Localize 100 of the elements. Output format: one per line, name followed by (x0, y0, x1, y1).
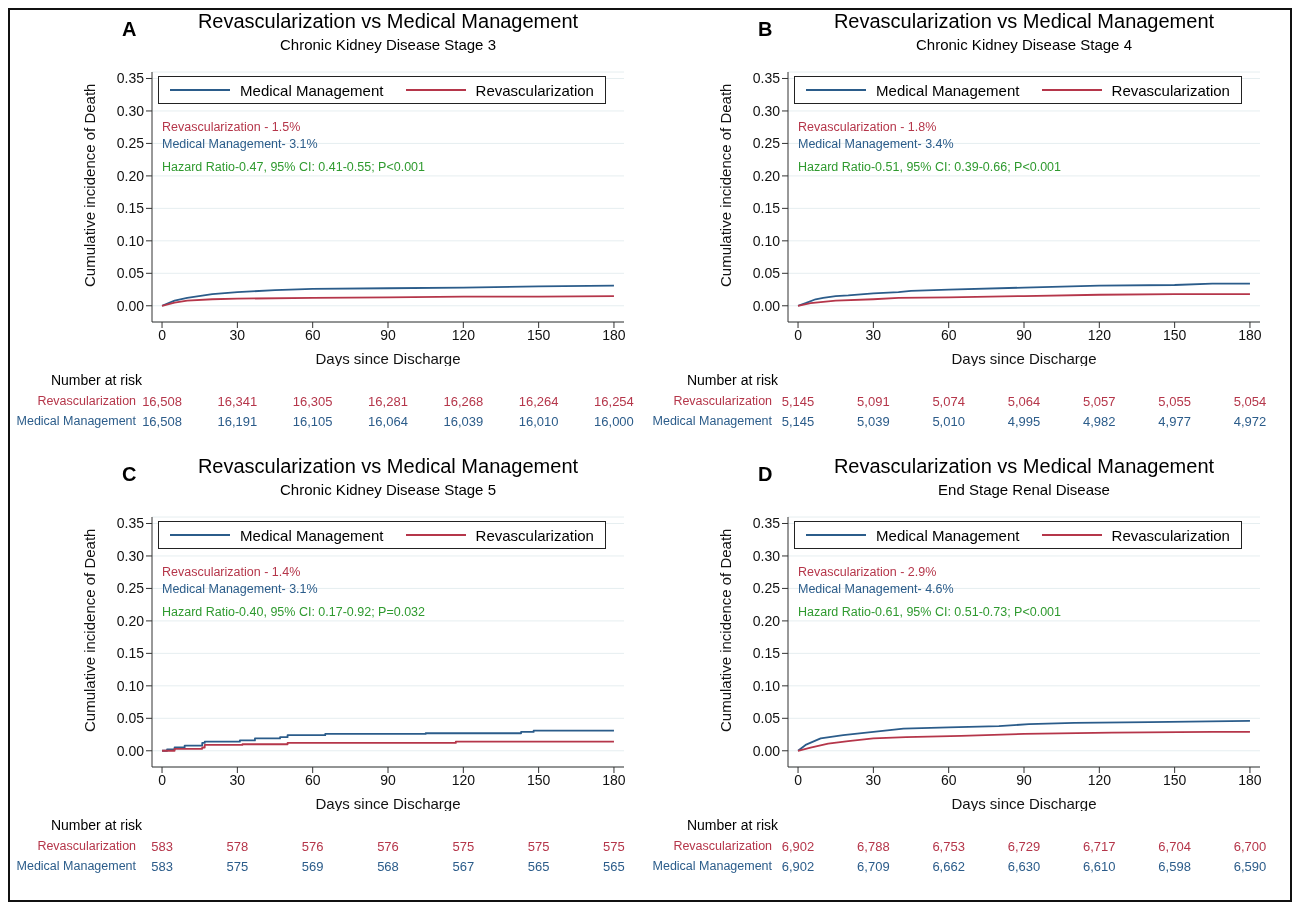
chart-title: Revascularization vs Medical Management (832, 455, 1216, 478)
text: 5,145 (781, 414, 815, 429)
chart-subtitle: Chronic Kidney Disease Stage 3 (279, 36, 497, 53)
text: 578 (225, 839, 250, 854)
text: Revascularization (37, 839, 137, 853)
x-tick-label: 0 (794, 326, 803, 343)
y-axis-title: Cumulative incidence of Death (717, 528, 735, 732)
y-tick-label: 0.15 (752, 200, 781, 217)
text: 569 (300, 859, 325, 874)
x-tick-label: 60 (304, 326, 321, 343)
text: D (758, 463, 773, 486)
y-tick-label: 0.25 (116, 135, 145, 152)
x-tick-label: 60 (940, 771, 957, 788)
text: Number at risk (49, 372, 142, 388)
y-tick-label: 0.20 (752, 167, 781, 184)
x-tick-label: 30 (229, 326, 246, 343)
x-tick-label: 180 (602, 326, 626, 343)
y-tick-label: 0.25 (752, 580, 781, 597)
chart-subtitle: End Stage Renal Disease (937, 481, 1111, 498)
legend-label: Revascularization (1111, 81, 1230, 99)
x-tick-label: 90 (380, 326, 396, 343)
y-tick-label: 0.10 (752, 677, 781, 694)
chart-subtitle: Chronic Kidney Disease Stage 5 (279, 481, 497, 498)
text: 5,064 (1006, 394, 1042, 409)
text: Revascularization (37, 394, 137, 408)
y-axis-title: Cumulative incidence of Death (81, 83, 99, 287)
x-tick-label: 0 (158, 326, 167, 343)
y-tick-label: 0.30 (752, 547, 781, 564)
text: 4,995 (1006, 414, 1042, 429)
text: 16,000 (593, 414, 635, 429)
text: 6,590 (1232, 859, 1268, 874)
text: 568 (376, 859, 400, 874)
y-tick-label: 0.25 (116, 580, 145, 597)
text: 6,753 (931, 839, 966, 854)
text: 575 (526, 839, 551, 854)
y-tick-label: 0.15 (752, 645, 781, 662)
y-tick-label: 0.15 (116, 645, 145, 662)
text: 5,055 (1157, 394, 1192, 409)
text: 4,977 (1157, 414, 1192, 429)
x-tick-label: 180 (602, 771, 626, 788)
legend-label: Revascularization (475, 81, 594, 99)
y-tick-label: 0.30 (116, 547, 145, 564)
text: Revascularization (673, 839, 773, 853)
text: 16,264 (517, 394, 560, 409)
text: 575 (225, 859, 250, 874)
x-tick-label: 30 (229, 771, 246, 788)
text: 6,788 (856, 839, 891, 854)
legend-label: Medical Management (876, 81, 1020, 99)
text: Number at risk (685, 817, 778, 833)
x-tick-label: 60 (940, 326, 957, 343)
annotation: Hazard Ratio-0.47, 95% CI: 0.41-0.55; P<0.001 (162, 160, 426, 174)
text: 4,982 (1082, 414, 1117, 429)
text: 16,341 (216, 394, 259, 409)
text: Number at risk (49, 817, 142, 833)
annotation: Medical Management- 3.1% (162, 582, 318, 596)
x-tick-label: 150 (526, 771, 551, 788)
text: 575 (602, 839, 626, 854)
line-series (797, 731, 1251, 752)
text: C (122, 463, 137, 486)
text: 6,729 (1006, 839, 1042, 854)
chart-title: Revascularization vs Medical Management (196, 10, 580, 33)
x-tick-label: 150 (1162, 771, 1187, 788)
x-tick-label: 180 (1238, 771, 1262, 788)
y-tick-label: 0.10 (116, 232, 145, 249)
text: Medical Management (16, 859, 137, 873)
x-tick-label: 90 (1016, 771, 1032, 788)
y-tick-label: 0.15 (116, 200, 145, 217)
text: 6,630 (1006, 859, 1042, 874)
y-tick-label: 0.05 (752, 265, 781, 282)
x-tick-label: 150 (526, 326, 551, 343)
text: 576 (300, 839, 325, 854)
text: 583 (151, 859, 173, 874)
y-tick-label: 0.30 (116, 102, 145, 119)
y-tick-label: 0.35 (116, 70, 145, 87)
text: 6,902 (781, 859, 815, 874)
x-tick-label: 120 (451, 326, 476, 343)
text: 16,254 (593, 394, 635, 409)
y-tick-label: 0.05 (116, 265, 145, 282)
y-tick-label: 0.05 (116, 710, 145, 727)
y-tick-label: 0.00 (752, 297, 781, 314)
text: 576 (376, 839, 400, 854)
chart-title: Revascularization vs Medical Management (832, 10, 1216, 33)
text: 5,074 (931, 394, 966, 409)
text: 565 (526, 859, 551, 874)
x-tick-label: 30 (865, 326, 882, 343)
x-tick-label: 30 (865, 771, 882, 788)
text: 16,268 (442, 394, 485, 409)
y-tick-label: 0.00 (752, 742, 781, 759)
y-tick-label: 0.35 (752, 515, 781, 532)
text: 583 (151, 839, 173, 854)
text: 16,010 (517, 414, 560, 429)
text: 16,508 (142, 394, 182, 409)
text: 5,039 (856, 414, 891, 429)
text: Revascularization (673, 394, 773, 408)
annotation: Revascularization - 1.5% (162, 120, 301, 134)
text: 6,704 (1157, 839, 1192, 854)
text: 6,700 (1232, 839, 1268, 854)
text: 16,305 (291, 394, 334, 409)
legend-label: Medical Management (240, 81, 384, 99)
annotation: Revascularization - 1.4% (162, 565, 301, 579)
